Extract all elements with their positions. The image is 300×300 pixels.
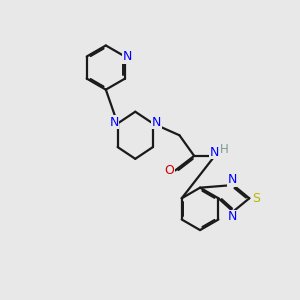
Text: N: N (123, 50, 132, 63)
Text: S: S (252, 192, 260, 205)
Text: N: N (228, 173, 237, 186)
Text: N: N (152, 116, 161, 128)
Text: H: H (220, 143, 229, 156)
Text: N: N (110, 116, 119, 128)
Text: N: N (228, 210, 237, 223)
Text: O: O (164, 164, 174, 177)
Text: N: N (210, 146, 220, 159)
